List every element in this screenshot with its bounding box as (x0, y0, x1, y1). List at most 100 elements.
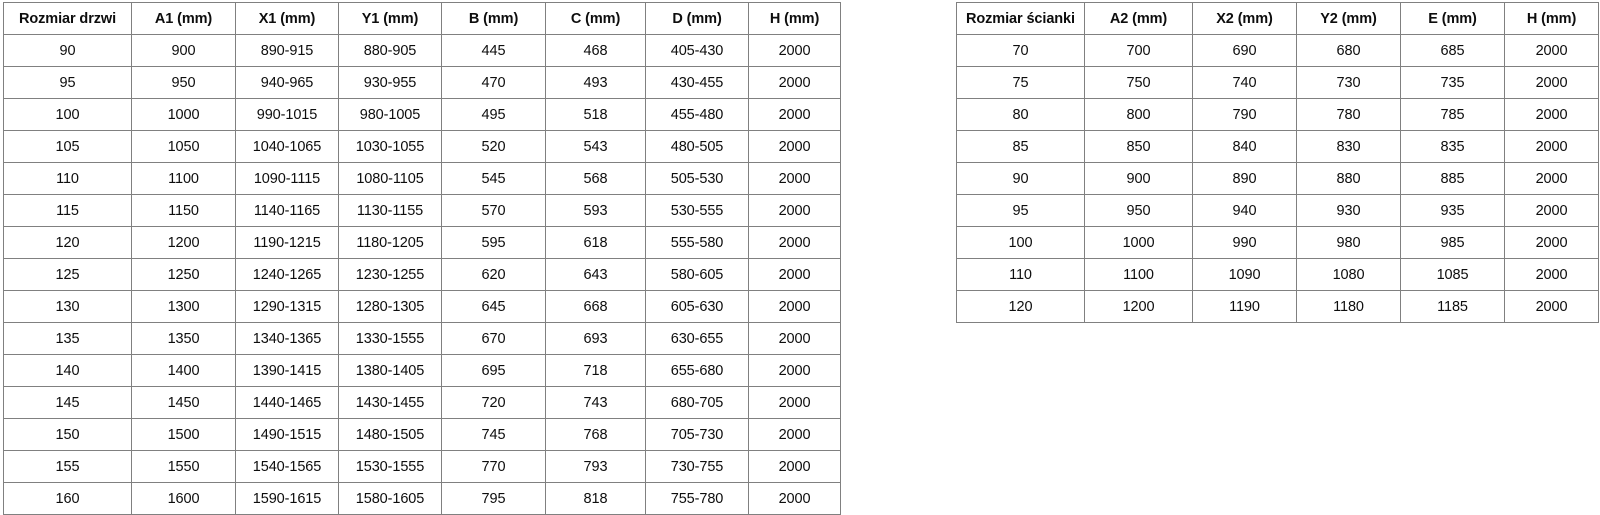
table-cell: 1530-1555 (338, 450, 442, 483)
table-cell: 1490-1515 (235, 418, 339, 451)
table-row: 125 1250 1240-1265 1230-1255 620 643 580-605 20… (3, 258, 841, 291)
table-cell: 595 (441, 226, 546, 259)
table-cell: 980-1005 (338, 98, 442, 131)
table-cell: 1000 (1084, 226, 1193, 259)
table-cell: 1080-1105 (338, 162, 442, 195)
table-cell: 718 (545, 354, 646, 387)
row-label-cell: 105 (3, 130, 132, 163)
table-cell: 930-955 (338, 66, 442, 99)
table-row: 150 1500 1490-1515 1480-1505 745 768 705-730 20… (3, 418, 841, 451)
table-cell: 1390-1415 (235, 354, 339, 387)
table-cell: 818 (545, 482, 646, 515)
table-cell: 880 (1296, 162, 1401, 195)
row-label-cell: 115 (3, 194, 132, 227)
table-cell: 2000 (748, 162, 841, 195)
table-cell: 493 (545, 66, 646, 99)
table-cell: 743 (545, 386, 646, 419)
table-cell: 755-780 (645, 482, 749, 515)
table-cell: 655-680 (645, 354, 749, 387)
table-cell: 1380-1405 (338, 354, 442, 387)
table-cell: 680 (1296, 34, 1401, 67)
table-cell: 2000 (1504, 290, 1599, 323)
table-cell: 950 (1084, 194, 1193, 227)
table-cell: 695 (441, 354, 546, 387)
table-cell: 1250 (131, 258, 236, 291)
table-cell: 1190-1215 (235, 226, 339, 259)
column-header: Y1 (mm) (338, 2, 442, 35)
row-label-cell: 90 (956, 162, 1085, 195)
table-cell: 793 (545, 450, 646, 483)
row-label-cell: 110 (3, 162, 132, 195)
row-label-cell: 70 (956, 34, 1085, 67)
table-cell: 2000 (748, 482, 841, 515)
table-cell: 580-605 (645, 258, 749, 291)
table-cell: 745 (441, 418, 546, 451)
row-label-cell: 140 (3, 354, 132, 387)
table-cell: 445 (441, 34, 546, 67)
table-cell: 768 (545, 418, 646, 451)
table-cell: 1000 (131, 98, 236, 131)
table-cell: 1450 (131, 386, 236, 419)
table-cell: 1400 (131, 354, 236, 387)
table-row: 100 1000 990 980 985 2000 (956, 226, 1599, 259)
table-cell: 455-480 (645, 98, 749, 131)
table-cell: 785 (1400, 98, 1505, 131)
table-cell: 2000 (748, 98, 841, 131)
table-cell: 468 (545, 34, 646, 67)
column-header: B (mm) (441, 2, 546, 35)
table-cell: 930 (1296, 194, 1401, 227)
table-cell: 505-530 (645, 162, 749, 195)
table-cell: 940 (1192, 194, 1297, 227)
table-cell: 735 (1400, 66, 1505, 99)
table-cell: 890 (1192, 162, 1297, 195)
table-cell: 1100 (1084, 258, 1193, 291)
table-cell: 630-655 (645, 322, 749, 355)
table-cell: 495 (441, 98, 546, 131)
table-cell: 705-730 (645, 418, 749, 451)
table-cell: 1550 (131, 450, 236, 483)
table-cell: 1050 (131, 130, 236, 163)
table-cell: 570 (441, 194, 546, 227)
row-label-cell: 95 (956, 194, 1085, 227)
row-label-cell: 135 (3, 322, 132, 355)
row-label-cell: 160 (3, 482, 132, 515)
table-cell: 568 (545, 162, 646, 195)
table-cell: 530-555 (645, 194, 749, 227)
table-row: 80 800 790 780 785 2000 (956, 98, 1599, 131)
table-cell: 1430-1455 (338, 386, 442, 419)
column-header: H (mm) (1504, 2, 1599, 35)
table-cell: 605-630 (645, 290, 749, 323)
row-label-cell: 150 (3, 418, 132, 451)
table-cell: 750 (1084, 66, 1193, 99)
table-row: 70 700 690 680 685 2000 (956, 34, 1599, 67)
table-cell: 1340-1365 (235, 322, 339, 355)
table-cell: 1090-1115 (235, 162, 339, 195)
table-cell: 1480-1505 (338, 418, 442, 451)
table-cell: 1300 (131, 290, 236, 323)
table-cell: 1330-1555 (338, 322, 442, 355)
table-cell: 1600 (131, 482, 236, 515)
table-cell: 790 (1192, 98, 1297, 131)
table-cell: 1150 (131, 194, 236, 227)
table-cell: 835 (1400, 130, 1505, 163)
table-cell: 2000 (748, 66, 841, 99)
table-cell: 480-505 (645, 130, 749, 163)
table-cell: 1240-1265 (235, 258, 339, 291)
table-cell: 2000 (748, 450, 841, 483)
table-cell: 1580-1605 (338, 482, 442, 515)
row-label-cell: 80 (956, 98, 1085, 131)
table-cell: 2000 (1504, 194, 1599, 227)
table-cell: 2000 (1504, 226, 1599, 259)
table-cell: 990-1015 (235, 98, 339, 131)
row-label-cell: 125 (3, 258, 132, 291)
table-cell: 740 (1192, 66, 1297, 99)
table-cell: 520 (441, 130, 546, 163)
table-row: 110 1100 1090-1115 1080-1105 545 568 505-530 20… (3, 162, 841, 195)
table-cell: 2000 (1504, 98, 1599, 131)
table-cell: 2000 (1504, 66, 1599, 99)
table-cell: 940-965 (235, 66, 339, 99)
table-cell: 2000 (1504, 258, 1599, 291)
row-label-cell: 100 (3, 98, 132, 131)
table-cell: 900 (131, 34, 236, 67)
